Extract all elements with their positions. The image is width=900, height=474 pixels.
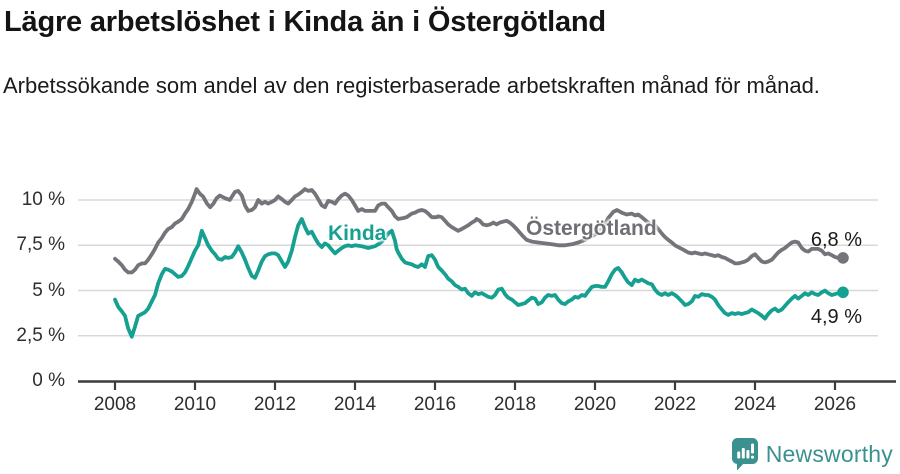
chart-subtitle: Arbetssökande som andel av den registerb… xyxy=(3,73,820,98)
end-dot-ostergotland xyxy=(837,252,849,264)
y-tick-label: 2,5 % xyxy=(16,324,65,346)
x-tick-label: 2022 xyxy=(653,394,697,415)
newsworthy-branding: Newsworthy xyxy=(731,437,893,471)
page-title: Lägre arbetslöshet i Kinda än i Östergöt… xyxy=(4,6,606,38)
end-value-label-ostergotland: 6,8 % xyxy=(810,229,862,251)
x-tick-label: 2012 xyxy=(253,394,297,415)
x-tick-label: 2026 xyxy=(813,394,857,415)
x-tick-label: 2018 xyxy=(493,394,537,415)
y-tick-label: 7,5 % xyxy=(16,234,65,256)
x-tick-label: 2014 xyxy=(333,394,377,415)
y-tick-label: 5 % xyxy=(32,279,65,301)
y-tick-label: 0 % xyxy=(32,370,65,391)
y-tick-label: 10 % xyxy=(21,189,65,210)
newsworthy-logo-text: Newsworthy xyxy=(765,440,893,467)
x-tick-label: 2010 xyxy=(173,394,217,415)
newsworthy-logo-icon xyxy=(731,437,758,470)
series-label-kinda: Kinda xyxy=(328,222,387,245)
x-tick-label: 2024 xyxy=(733,394,777,415)
end-dot-kinda xyxy=(837,286,849,299)
x-tick-label: 2020 xyxy=(573,394,617,415)
line-kinda xyxy=(113,217,845,339)
x-tick-label: 2016 xyxy=(413,394,457,415)
series-label-ostergotland: Östergötland xyxy=(526,217,657,240)
line-ostergotland xyxy=(113,187,845,275)
x-tick-label: 2008 xyxy=(93,394,137,415)
end-value-label-kinda: 4,9 % xyxy=(810,306,862,328)
